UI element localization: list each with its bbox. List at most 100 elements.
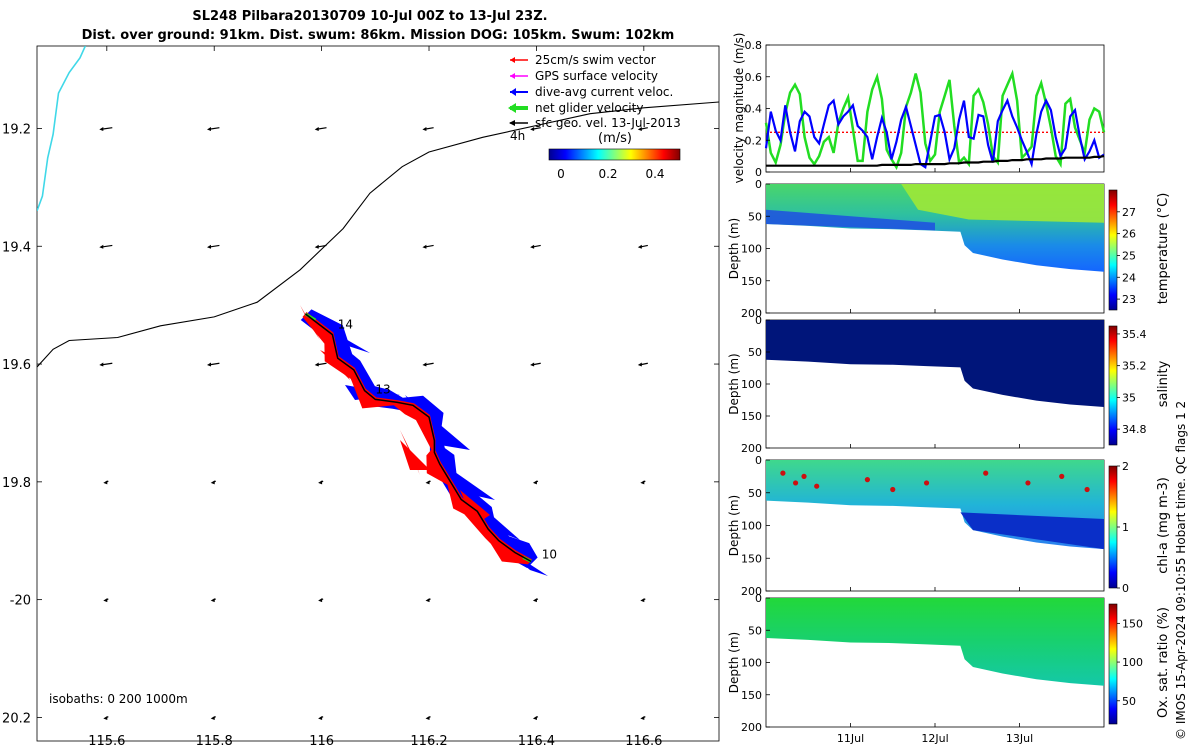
swim-swath-lobe: [300, 305, 320, 340]
depth-tick-label: 150: [741, 410, 762, 423]
depth-tick-label: 150: [741, 689, 762, 702]
velocity-series-line: [766, 155, 1105, 167]
velocity-y-tick-label: 0.6: [745, 71, 763, 84]
colorbar-label: temperature (°C): [1156, 193, 1171, 305]
geo-velocity-arrow: [637, 244, 648, 249]
velocity-y-tick-label: 0.4: [745, 103, 763, 116]
geo-arrow-head: [207, 362, 212, 367]
swim-swath-lobe: [400, 440, 430, 470]
geo-velocity-arrow: [99, 362, 113, 367]
geo-arrow-head: [422, 362, 427, 367]
depth-tick-label: 100: [741, 243, 762, 256]
geo-arrow-head: [318, 598, 323, 603]
profile-colorbar: [1108, 325, 1118, 446]
geo-velocity-arrow: [210, 598, 216, 603]
map-x-tick-label: 115.8: [196, 734, 233, 749]
warm-surface-layer: [901, 184, 1104, 223]
geo-velocity-arrow: [318, 715, 324, 720]
profile-colorbar: [1108, 189, 1118, 311]
low-chl-deep-layer: [960, 512, 1104, 550]
colorbar-tick-label: 25: [1122, 249, 1136, 262]
velocity-series-line: [764, 69, 1106, 171]
colorbar-label: chl-a (mg m-3): [1156, 477, 1171, 574]
geo-arrow-head: [314, 362, 319, 367]
geo-velocity-arrow: [99, 126, 113, 131]
speed-colorbar-tick: 0.2: [598, 167, 617, 181]
geo-arrow-head: [422, 244, 427, 249]
profile-panel: 0 50 100 150 200 Depth (m) 0 1 2 chl-a (mg m-3): [727, 454, 1171, 598]
geo-arrow-head: [422, 126, 427, 131]
geo-velocity-arrow: [318, 480, 324, 485]
profile-data-area: [766, 320, 1104, 407]
map-y-tick-label: 19.2: [2, 122, 31, 137]
swim-swath-lobe: [320, 350, 350, 380]
map-panel: 14 13 10 115.6 115.8 116 116.2 116.4 116.6 19.2 1…: [2, 45, 720, 749]
geo-velocity-arrow: [532, 480, 539, 485]
speed-colorbar-tick: 0.4: [645, 167, 664, 181]
geo-arrow-head: [207, 126, 212, 131]
map-y-tick-label: 19.6: [2, 358, 31, 373]
geo-arrow-head: [425, 715, 430, 720]
profile-colorbar: [1108, 465, 1118, 589]
colorbar-tick-label: 27: [1122, 206, 1136, 219]
geo-arrow-head: [637, 244, 642, 249]
speed-colorbar-label: (m/s): [598, 131, 632, 146]
profile-ylabel: Depth (m): [727, 495, 741, 556]
geo-velocity-arrow: [207, 244, 220, 249]
depth-tick-label: 150: [741, 275, 762, 288]
isobath-line: [37, 101, 719, 368]
depth-tick-label: 50: [748, 346, 762, 359]
map-y-tick-label: 19.8: [2, 476, 31, 491]
day-label: 13: [375, 383, 390, 397]
profile-panel: 0 50 100 150 200 Depth (m) 23 24 25 26 27 temperatu…: [727, 178, 1171, 320]
colorbar-tick-label: 100: [1122, 656, 1143, 669]
depth-tick-label: 100: [741, 378, 762, 391]
geo-arrow-head: [99, 362, 104, 367]
geo-arrow-head: [210, 480, 215, 485]
geo-velocity-arrow: [314, 126, 327, 131]
chl-high-point: [1084, 486, 1090, 493]
legend-entry-net: net glider velocity: [508, 101, 643, 115]
colorbar-tick-label: 1: [1122, 521, 1129, 534]
speed-colorbar: (m/s) 0 0.2 0.4: [548, 131, 681, 181]
legend-label-net: net glider velocity: [535, 101, 643, 115]
legend-label-current: dive-avg current veloc.: [535, 85, 673, 99]
day-label: 14: [338, 318, 353, 332]
geo-arrow-head: [99, 244, 104, 249]
coastline: [37, 46, 87, 212]
chl-high-point: [923, 480, 930, 486]
colorbar-tick-label: 23: [1122, 293, 1136, 306]
map-x-tick-label: 116.6: [625, 734, 662, 749]
geo-arrow-head: [210, 598, 215, 603]
geo-arrow-head: [532, 480, 537, 485]
geo-arrow-head: [532, 598, 537, 603]
isobaths-label: isobaths: 0 200 1000m: [49, 692, 188, 706]
geo-arrow-head: [530, 126, 535, 131]
legend-label-swim: 25cm/s swim vector: [535, 53, 656, 67]
depth-tick-label: 200: [741, 307, 762, 320]
geo-velocity-arrow: [637, 362, 648, 367]
speed-colorbar-tick: 0: [557, 167, 565, 181]
geo-velocity-arrow: [422, 244, 434, 249]
geo-arrow-head: [207, 244, 212, 249]
geo-velocity-arrow: [425, 480, 431, 485]
map-y-tick-label: 20.2: [2, 711, 31, 726]
depth-tick-label: 0: [755, 454, 762, 467]
glider-track: [305, 313, 532, 563]
colorbar-tick-label: 35: [1122, 391, 1136, 404]
chl-high-point: [864, 477, 871, 483]
geo-velocity-arrow: [207, 126, 220, 131]
depth-tick-label: 200: [741, 442, 762, 455]
chl-high-point: [780, 470, 786, 476]
geo-arrow-head: [99, 126, 104, 131]
geo-velocity-arrow: [103, 598, 109, 603]
geo-velocity-arrow: [532, 715, 539, 720]
map-x-tick-label: 115.6: [88, 734, 125, 749]
map-x-tick-label: 116: [309, 734, 334, 749]
legend-label-gps: GPS surface velocity: [535, 69, 658, 83]
geo-velocity-arrow: [422, 126, 434, 131]
colorbar-label: salinity: [1156, 360, 1171, 407]
geo-arrow-head: [640, 715, 645, 720]
colorbar-tick-label: 24: [1122, 271, 1136, 284]
